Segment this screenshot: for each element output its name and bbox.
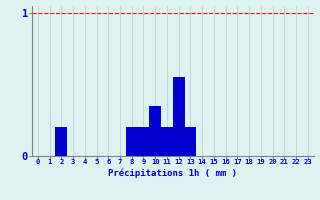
Bar	[138, 127, 149, 156]
Bar	[55, 127, 67, 156]
Bar	[161, 127, 173, 156]
X-axis label: Précipitations 1h ( mm ): Précipitations 1h ( mm )	[108, 168, 237, 178]
Bar	[173, 77, 185, 156]
Bar	[126, 127, 138, 156]
Bar	[185, 127, 196, 156]
Bar	[149, 106, 161, 156]
